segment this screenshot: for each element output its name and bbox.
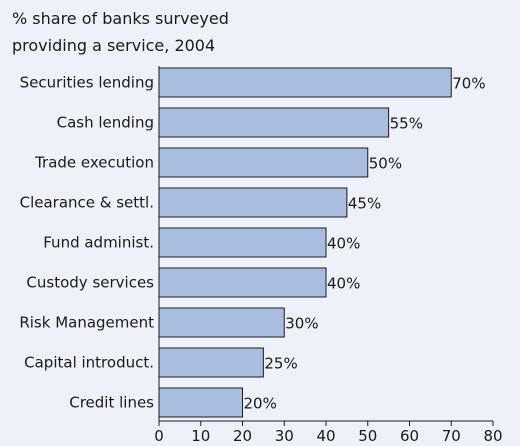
bar-5 <box>158 267 327 298</box>
x-tick-label-8: 80 <box>483 427 502 445</box>
data-label-1: 55% <box>390 115 423 133</box>
category-label-5: Custody services <box>26 274 154 292</box>
chart-title: % share of banks surveyed <box>12 9 229 28</box>
x-tick-label-6: 60 <box>400 427 419 445</box>
category-label-4: Fund administ. <box>43 234 154 252</box>
category-label-2: Trade execution <box>34 154 154 172</box>
data-label-0: 70% <box>452 75 485 93</box>
bar-1 <box>158 107 390 138</box>
bar-3 <box>158 187 348 218</box>
bar-6 <box>158 307 285 338</box>
bar-7 <box>158 347 264 378</box>
x-tick-label-2: 20 <box>233 427 252 445</box>
category-label-3: Clearance & settl. <box>20 194 154 212</box>
category-labels: Securities lending Cash lending Trade exec… <box>19 74 154 412</box>
bar-8 <box>158 387 243 418</box>
bar-4 <box>158 227 327 258</box>
bar-2 <box>158 147 369 178</box>
data-label-8: 20% <box>244 395 277 413</box>
chart-subtitle: providing a service, 2004 <box>12 36 215 55</box>
bars-group <box>158 67 452 418</box>
data-label-4: 40% <box>327 235 360 253</box>
category-label-8: Credit lines <box>69 394 154 412</box>
category-label-1: Cash lending <box>57 114 154 132</box>
axes-group: 0 10 20 30 40 50 60 70 80 <box>154 66 503 445</box>
category-label-0: Securities lending <box>20 74 154 92</box>
x-tick-label-1: 10 <box>191 427 210 445</box>
x-tick-label-4: 40 <box>316 427 335 445</box>
data-label-5: 40% <box>327 275 360 293</box>
data-label-7: 25% <box>264 355 297 373</box>
data-label-2: 50% <box>369 155 402 173</box>
x-tick-label-3: 30 <box>275 427 294 445</box>
x-tick-label-7: 70 <box>442 427 461 445</box>
x-tick-label-0: 0 <box>154 427 164 445</box>
category-label-6: Risk Management <box>19 314 154 332</box>
x-tick-label-5: 50 <box>358 427 377 445</box>
bar-0 <box>158 67 452 98</box>
data-label-3: 45% <box>348 195 381 213</box>
data-label-6: 30% <box>285 315 318 333</box>
category-label-7: Capital introduct. <box>24 354 154 372</box>
data-labels: 70% 55% 50% 45% 40% 40% 30% 25% 20% <box>244 75 486 413</box>
